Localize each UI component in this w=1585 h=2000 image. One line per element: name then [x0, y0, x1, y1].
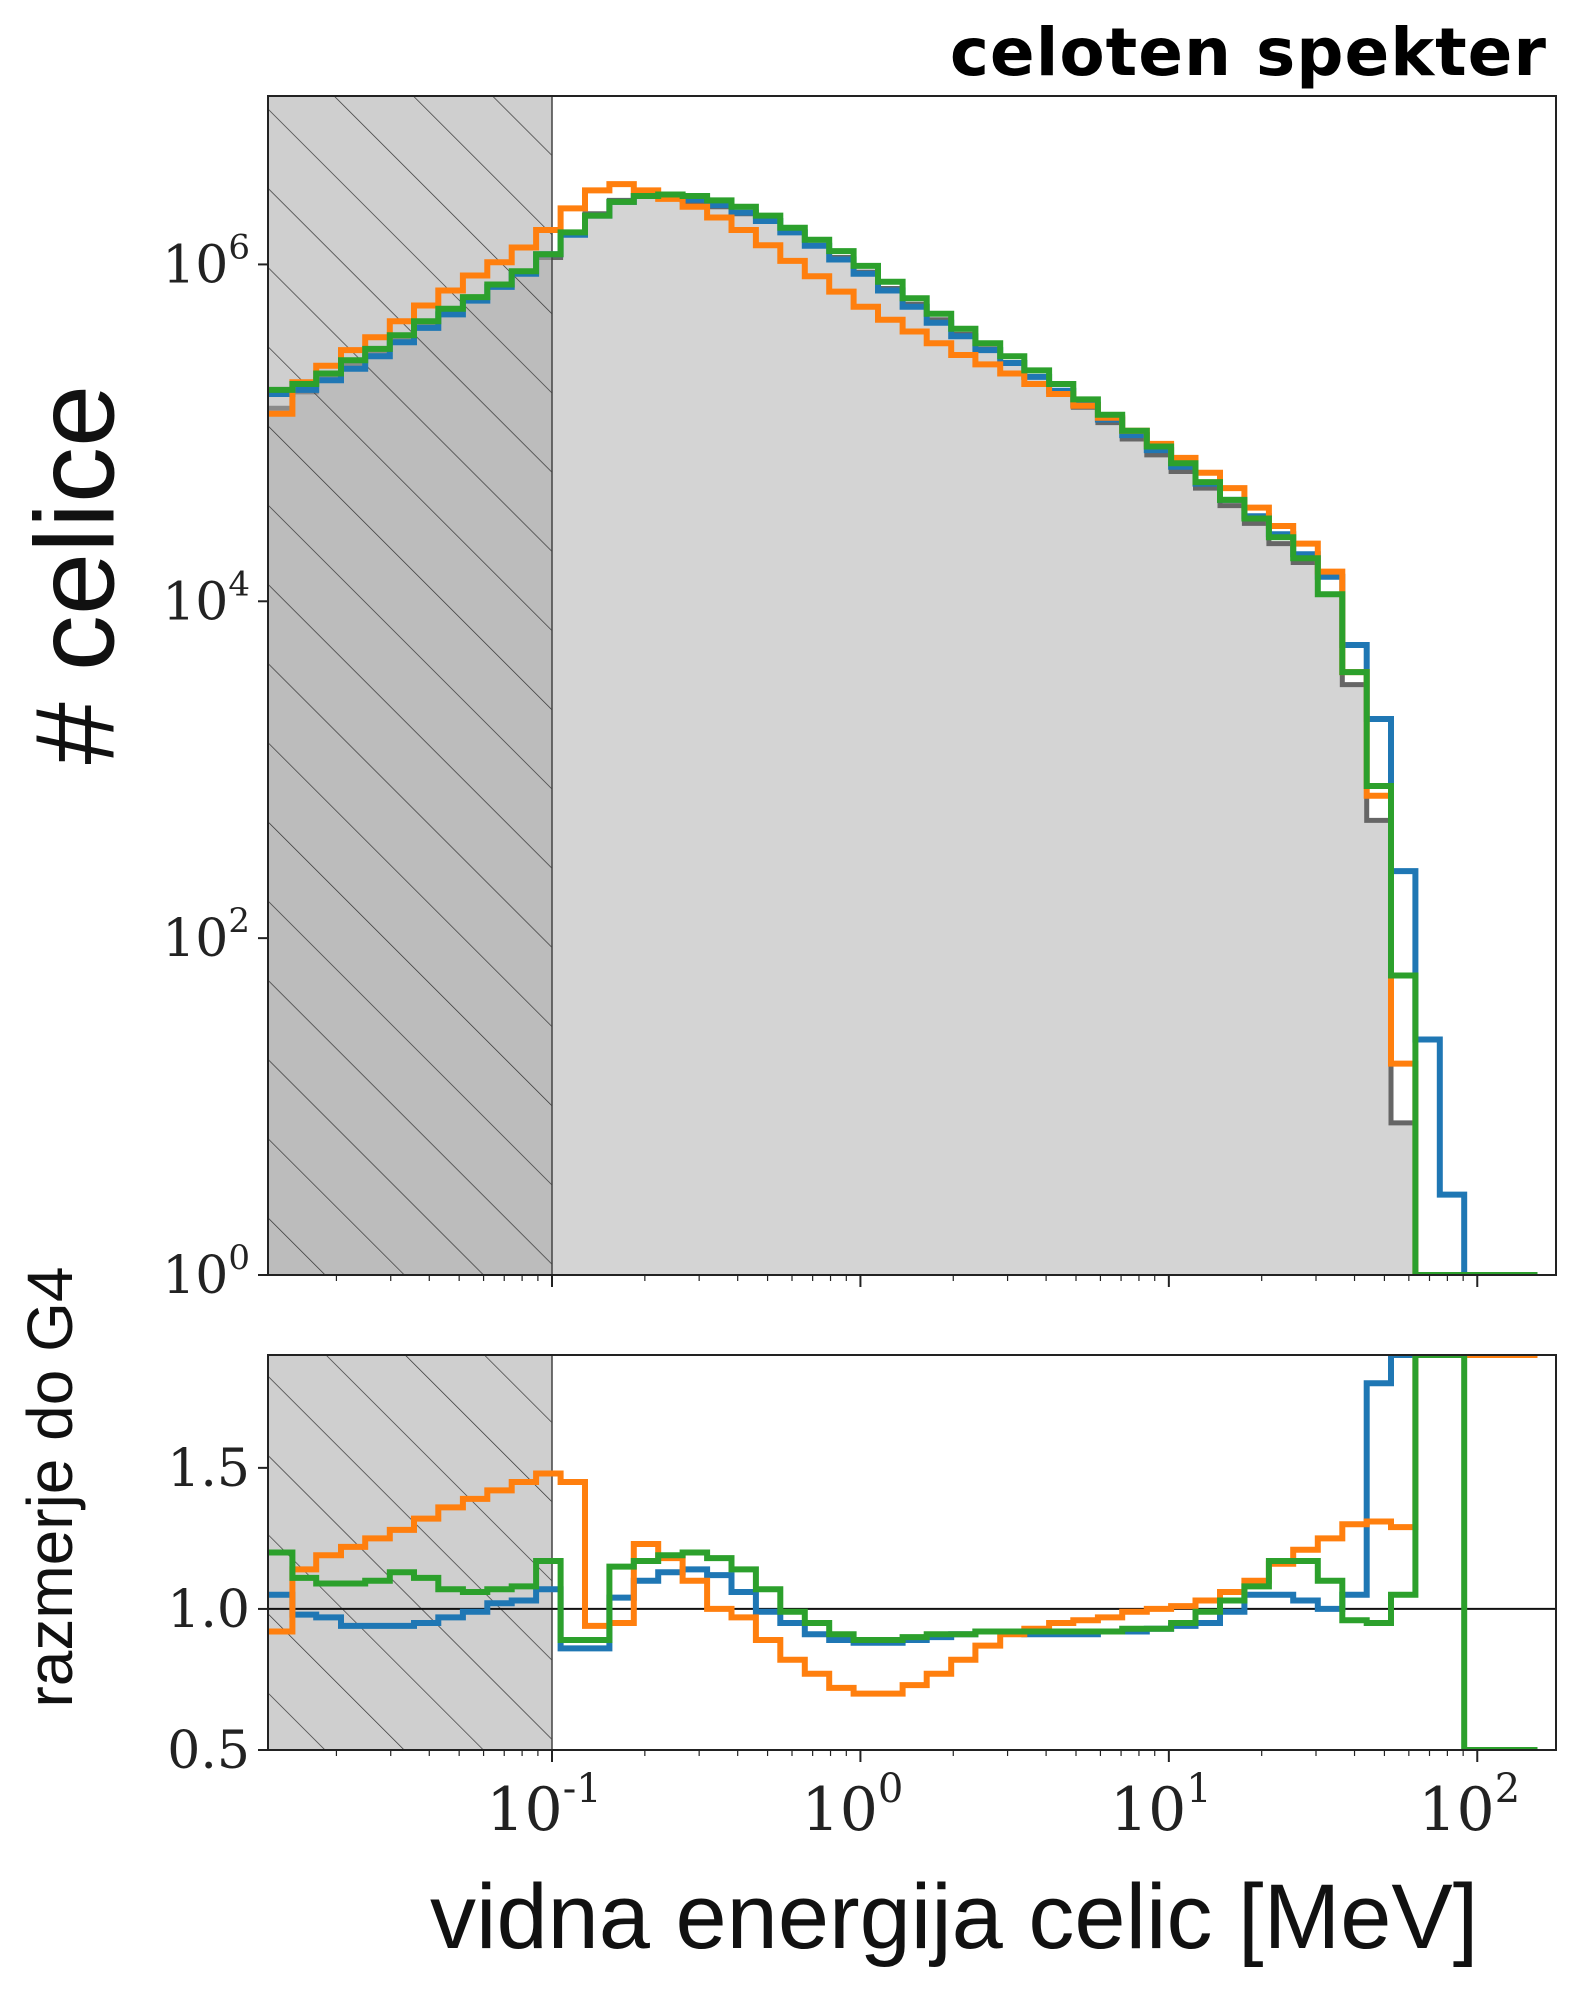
- ratio-y-tick-label: 0.5: [167, 1721, 250, 1781]
- hatch-lines-ratio: [268, 1355, 553, 1750]
- ratio-y-tick-label: 1.5: [167, 1439, 250, 1499]
- main-panel-frame: [267, 95, 1557, 1276]
- main-y-tick-label: 104: [162, 564, 250, 632]
- ratio-panel-frame: [267, 1354, 1557, 1751]
- main-series-green-line: [268, 191, 1538, 1275]
- hatch-lines-main: [268, 96, 553, 1275]
- ratio-series-green-line: [268, 1355, 1538, 1750]
- main-y-tick-label: 100: [162, 1238, 250, 1306]
- x-tick-label: 100: [802, 1766, 904, 1845]
- ratio-y-tick-label: 1.0: [167, 1580, 250, 1640]
- x-axis-label: vidna energija celic [MeV]: [430, 1866, 1479, 1968]
- x-tick-label: 102: [1418, 1766, 1520, 1845]
- ratio-panel-plot-area: [268, 1355, 1556, 1750]
- main-y-tick-label: 106: [162, 227, 250, 295]
- main-panel-plot-area: [268, 96, 1538, 1275]
- x-tick-label: 10-1: [486, 1766, 601, 1845]
- x-tick-label: 101: [1110, 1766, 1212, 1845]
- main-series-orange-line: [268, 181, 1538, 1275]
- chart-title: celoten spekter: [949, 14, 1547, 91]
- main-y-tick-label: 102: [162, 901, 250, 969]
- g4-filled-histogram: [268, 196, 1538, 1275]
